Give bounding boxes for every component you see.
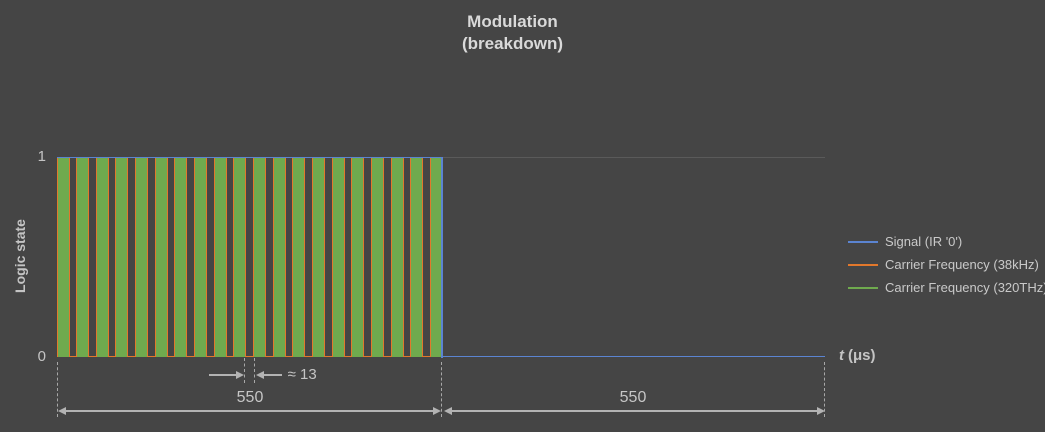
carrier-pulse [194,158,208,358]
legend-item-carrier-320thz[interactable]: Carrier Frequency (320THz) [848,276,1045,299]
arrowhead-left-icon [57,407,66,415]
dimension-line-segment1 [61,410,437,412]
half-period-dash-right [253,358,255,383]
carrier-pulse [174,158,188,358]
y-tick-1: 1 [37,148,46,165]
carrier-pulse [213,158,227,358]
carrier-pulse [115,158,129,358]
arrowhead-right-icon [433,407,441,415]
arrowhead-left-icon [443,407,452,415]
carrier-pulse [135,158,149,358]
x-axis-units: (μs) [848,347,876,364]
signal-fall [441,156,443,358]
signal-high [56,156,443,159]
carrier-pulse [312,158,326,358]
x-axis-title: t (μs) [839,347,876,364]
legend-item-carrier-38khz[interactable]: Carrier Frequency (38kHz) [848,253,1045,276]
legend-label-carrier-38khz: Carrier Frequency (38kHz) [885,257,1039,272]
legend-item-signal[interactable]: Signal (IR '0') [848,230,1045,253]
dashed-line-t1100 [824,362,825,417]
legend-label-signal: Signal (IR '0') [885,234,963,249]
chart-title-line1: Modulation [467,12,558,31]
y-axis-title: Logic state [12,219,28,293]
segment2-duration-label: 550 [619,389,647,406]
y-tick-0: 0 [37,348,46,365]
arrowhead-right-icon [235,371,244,379]
carrier-pulse [253,158,267,358]
arrowhead-right-icon [817,407,825,415]
carrier-pulse [56,158,70,358]
dimension-line-segment2 [447,410,819,412]
legend-label-carrier-320thz: Carrier Frequency (320THz) [885,280,1045,295]
half-period-dash-left [243,358,245,383]
carrier-pulse [292,158,306,358]
carrier-pulse [154,158,168,358]
carrier-pulse [410,158,424,358]
segment1-duration-label: 550 [236,389,264,406]
carrier-pulse [76,158,90,358]
half-period-arrow-left-line [208,374,237,376]
half-period-arrow-right-line [263,374,282,376]
x-axis-symbol: t [839,347,844,364]
carrier-pulse [272,158,286,358]
carrier-pulse [371,158,385,358]
carrier-pulse [95,158,109,358]
signal-low [442,355,825,358]
dashed-line-t550 [441,362,442,417]
carrier-pulse [390,158,404,358]
dashed-line-t0 [57,362,58,417]
chart-title-line2: (breakdown) [461,34,564,53]
carrier38-baseline [57,355,442,358]
half-period-label: ≈ 13 [287,366,317,383]
legend-swatch-carrier-320thz-icon [848,286,878,289]
legend-swatch-carrier-38khz-icon [848,263,878,266]
carrier-pulse [233,158,247,358]
chart-title: Modulation (breakdown) [0,11,1025,55]
carrier-pulse [331,158,345,358]
legend: Signal (IR '0') Carrier Frequency (38kHz… [848,230,1045,299]
carrier-pulse [351,158,365,358]
legend-swatch-signal-icon [848,240,878,243]
arrowhead-left-icon [255,371,264,379]
